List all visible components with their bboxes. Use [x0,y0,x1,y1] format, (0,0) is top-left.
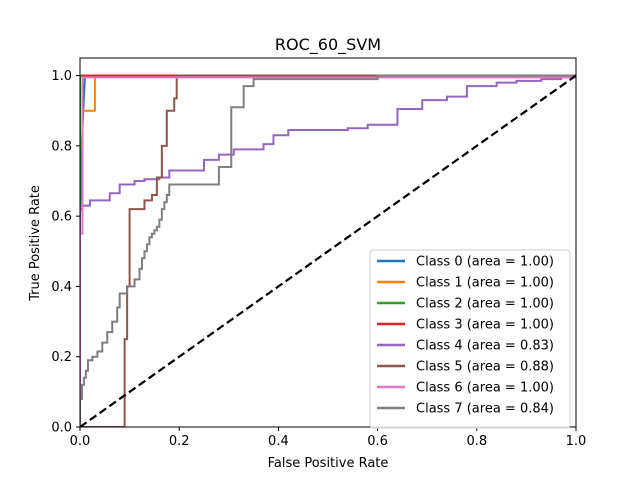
x-tick-label: 0.8 [466,434,487,449]
roc-curve-class-4 [80,75,576,427]
y-tick-label: 0.0 [51,421,72,436]
x-tick-label: 0.6 [367,434,388,449]
x-tick-label: 1.0 [566,434,587,449]
legend-entry: Class 4 (area = 0.83) [416,339,554,354]
x-axis-label: False Positive Rate [268,456,389,471]
legend-entry: Class 2 (area = 1.00) [416,297,554,312]
y-tick-label: 0.2 [51,350,72,365]
legend: Class 0 (area = 1.00) Class 1 (area = 1.0… [369,249,571,429]
y-tick-label: 0.8 [51,139,72,154]
legend-entry: Class 0 (area = 1.00) [416,255,554,270]
legend-entry: Class 1 (area = 1.00) [416,276,554,291]
y-tick-label: 0.6 [51,210,72,225]
legend-box [369,249,571,429]
y-axis-label: True Positive Rate [28,185,43,302]
y-tick-label: 1.0 [51,69,72,84]
roc-curve-class-7 [80,74,576,427]
plot-frame [79,57,577,428]
y-tick-label: 0.4 [51,280,72,295]
legend-entry: Class 5 (area = 0.88) [416,360,554,375]
legend-entry: Class 6 (area = 1.00) [416,381,554,396]
roc-curve-class-6 [80,76,576,427]
x-tick-label: 0.0 [70,434,91,449]
legend-entry: Class 7 (area = 0.84) [416,402,554,417]
legend-entry: Class 3 (area = 1.00) [416,318,554,333]
x-tick-label: 0.2 [169,434,190,449]
chance-diagonal-line [80,74,576,427]
x-tick-label: 0.4 [268,434,289,449]
axes: 0.0 0.2 0.4 0.6 0.8 1.0 0.0 0.2 0.4 0.6 0.8 1.0 [51,57,587,449]
plot-area [80,74,576,427]
chart-title: ROC_60_SVM [275,35,381,55]
roc-curve-class-5 [80,74,576,427]
